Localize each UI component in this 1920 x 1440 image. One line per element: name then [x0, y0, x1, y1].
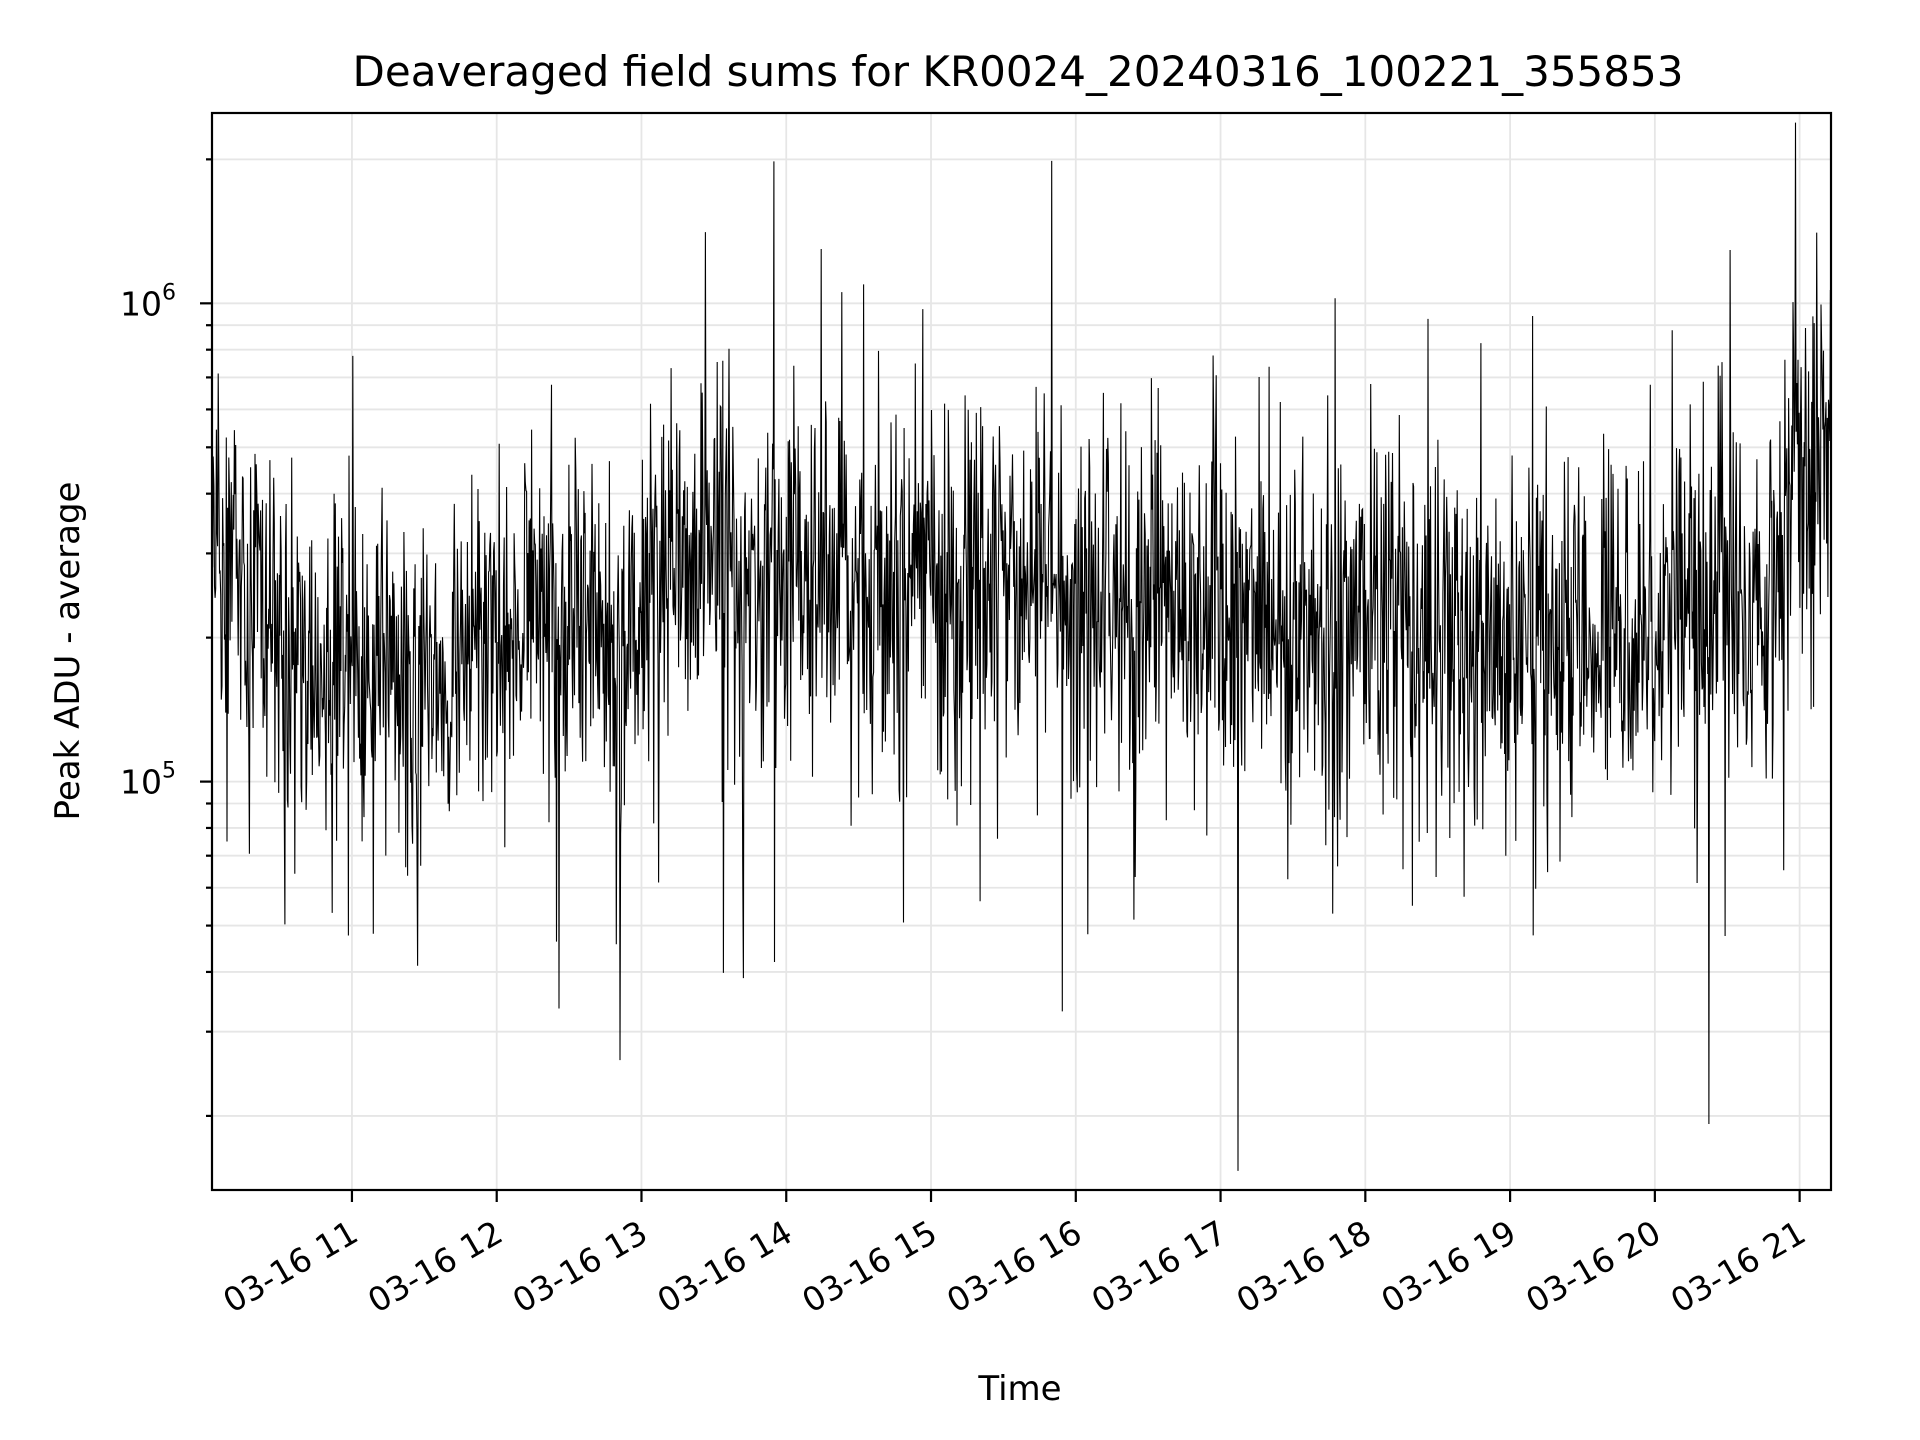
x-tick-label: 03-16 13: [506, 1213, 654, 1321]
y-tick-label: 106: [120, 280, 176, 323]
x-tick-label: 03-16 19: [1374, 1213, 1522, 1321]
x-tick-label: 03-16 12: [361, 1213, 509, 1321]
x-tick-label: 03-16 18: [1230, 1213, 1378, 1321]
x-tick-label: 03-16 20: [1519, 1213, 1667, 1321]
y-tick-label: 105: [120, 759, 176, 802]
x-tick-label: 03-16 21: [1664, 1213, 1812, 1321]
x-tick-label: 03-16 16: [940, 1213, 1088, 1321]
plot-frame: [210, 111, 1833, 1192]
y-axis-label: Peak ADU - average: [48, 482, 88, 821]
series-line: [211, 122, 1832, 1171]
grid: [212, 113, 1831, 1190]
x-tick-label: 03-16 15: [795, 1213, 943, 1321]
x-tick-label: 03-16 11: [216, 1213, 364, 1321]
x-tick-label: 03-16 17: [1085, 1213, 1233, 1321]
x-tick-label: 03-16 14: [651, 1213, 799, 1321]
x-axis-label: Time: [977, 1369, 1061, 1409]
chart-title: Deaveraged field sums for KR0024_2024031…: [353, 47, 1684, 96]
